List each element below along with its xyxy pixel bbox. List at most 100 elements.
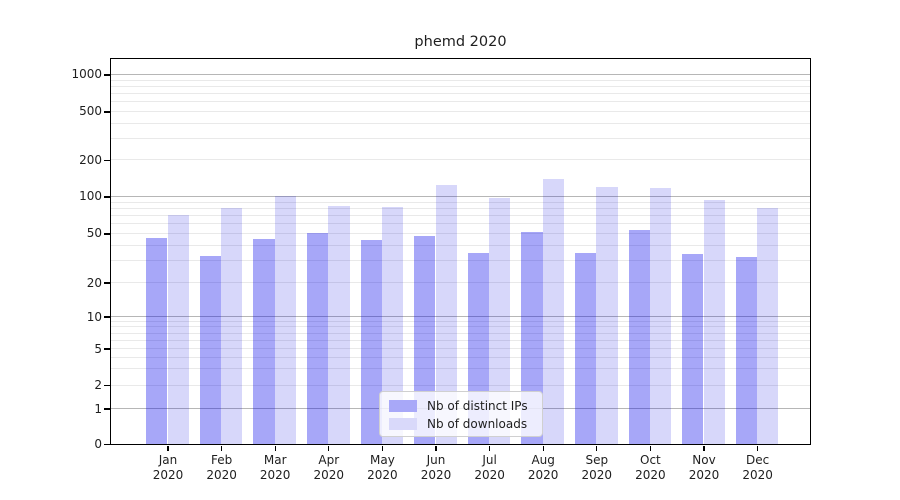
major-gridline: [111, 195, 810, 197]
x-tick-label-apr: Apr 2020: [294, 453, 364, 483]
y-tick-label: 50: [86, 226, 102, 241]
bar-distinct-ips-feb: [199, 255, 222, 444]
y-tick-label: 1000: [71, 67, 102, 82]
x-tick-month: Jan: [158, 452, 178, 467]
major-gridline: [111, 73, 810, 75]
y-tick-mark: [104, 408, 110, 410]
minor-gridline: [111, 320, 810, 322]
minor-gridline: [111, 232, 810, 234]
minor-gridline: [111, 110, 810, 112]
y-tick-mark: [104, 159, 110, 162]
minor-gridline: [111, 223, 810, 225]
major-gridline: [111, 316, 810, 318]
x-tick-month: Oct: [640, 452, 661, 467]
x-tick-year: 2020: [527, 467, 559, 482]
legend: Nb of distinct IPs Nb of downloads: [379, 391, 543, 437]
y-tick-mark: [104, 74, 110, 76]
x-tick-mark: [167, 446, 169, 451]
x-tick-year: 2020: [742, 467, 773, 482]
x-tick-label-may: May 2020: [347, 453, 417, 483]
legend-label-distinct-ips: Nb of distinct IPs: [427, 399, 528, 413]
x-tick-year: 2020: [635, 467, 666, 482]
minor-gridline: [111, 244, 810, 246]
bar-downloads-jul: [489, 198, 511, 444]
minor-gridline: [111, 159, 810, 161]
minor-gridline: [111, 260, 810, 262]
minor-gridline: [111, 207, 810, 209]
minor-gridline: [111, 137, 810, 139]
bar-downloads-jan: [167, 214, 189, 444]
minor-gridline: [111, 348, 810, 350]
x-tick-label-nov: Nov 2020: [669, 453, 739, 483]
x-tick-month: May: [369, 452, 395, 467]
y-tick-mark: [104, 111, 110, 113]
minor-gridline: [111, 79, 810, 81]
bar-distinct-ips-nov: [682, 254, 704, 444]
x-tick-year: 2020: [152, 467, 184, 482]
y-tick-label: 2: [94, 378, 102, 393]
x-tick-mark: [328, 446, 330, 451]
legend-swatch-distinct-ips: [389, 400, 417, 412]
minor-gridline: [111, 122, 810, 124]
y-tick-mark: [104, 282, 110, 284]
x-tick-month: Feb: [210, 452, 233, 467]
y-tick-mark: [104, 233, 110, 235]
minor-gridline: [111, 85, 810, 87]
x-tick-mark: [756, 446, 759, 451]
x-tick-month: Jun: [426, 452, 446, 467]
bar-distinct-ips-oct: [628, 230, 650, 444]
x-tick-mark: [435, 446, 437, 451]
minor-gridline: [111, 282, 810, 284]
minor-gridline: [111, 368, 810, 370]
chart-title: phemd 2020: [414, 34, 507, 50]
minor-gridline: [111, 214, 810, 216]
x-tick-mark: [596, 446, 598, 451]
y-tick-label: 5: [94, 341, 102, 356]
legend-entry-downloads: Nb of downloads: [389, 416, 533, 432]
x-tick-month: Aug: [531, 452, 555, 467]
x-tick-label-feb: Feb 2020: [187, 453, 257, 483]
bar-downloads-jun: [435, 185, 457, 444]
y-tick-mark: [104, 316, 110, 318]
x-tick-label-sep: Sep 2020: [562, 453, 632, 483]
x-tick-year: 2020: [259, 467, 291, 482]
x-tick-label-oct: Oct 2020: [615, 453, 685, 483]
x-tick-year: 2020: [581, 467, 613, 482]
x-tick-year: 2020: [420, 467, 452, 482]
minor-gridline: [111, 92, 810, 94]
plot-area: [110, 58, 811, 445]
x-tick-year: 2020: [367, 467, 398, 482]
y-tick-label: 20: [86, 275, 102, 290]
x-tick-month: Jul: [482, 452, 497, 467]
y-tick-mark: [104, 196, 110, 198]
x-tick-month: Nov: [692, 452, 716, 467]
x-tick-label-jul: Jul 2020: [455, 453, 525, 483]
x-tick-label-dec: Dec 2020: [723, 453, 793, 483]
bar-distinct-ips-may: [360, 240, 382, 444]
minor-gridline: [111, 384, 810, 386]
bar-distinct-ips-mar: [253, 239, 275, 444]
x-tick-mark: [381, 446, 384, 451]
x-tick-mark: [542, 446, 544, 451]
y-tick-label: 10: [86, 309, 102, 324]
x-tick-month: Sep: [585, 452, 609, 467]
y-tick-label: 100: [79, 189, 102, 204]
x-tick-label-jan: Jan 2020: [133, 453, 203, 483]
bar-downloads-mar: [274, 196, 297, 444]
minor-gridline: [111, 332, 810, 334]
y-tick-mark: [104, 348, 110, 350]
bar-distinct-ips-jan: [146, 237, 168, 444]
y-tick-label: 500: [79, 104, 102, 119]
bar-downloads-may: [381, 207, 404, 444]
bar-downloads-oct: [649, 187, 672, 444]
bar-downloads-nov: [703, 199, 725, 444]
bar-distinct-ips-dec: [735, 257, 758, 444]
x-tick-label-mar: Mar 2020: [240, 453, 310, 483]
y-tick-mark: [104, 384, 110, 387]
x-tick-month: Mar: [263, 452, 287, 467]
y-tick-label: 1: [94, 401, 102, 416]
x-tick-year: 2020: [474, 467, 505, 482]
y-tick-mark: [104, 443, 110, 446]
x-tick-label-jun: Jun 2020: [401, 453, 471, 483]
bar-distinct-ips-sep: [574, 252, 597, 444]
